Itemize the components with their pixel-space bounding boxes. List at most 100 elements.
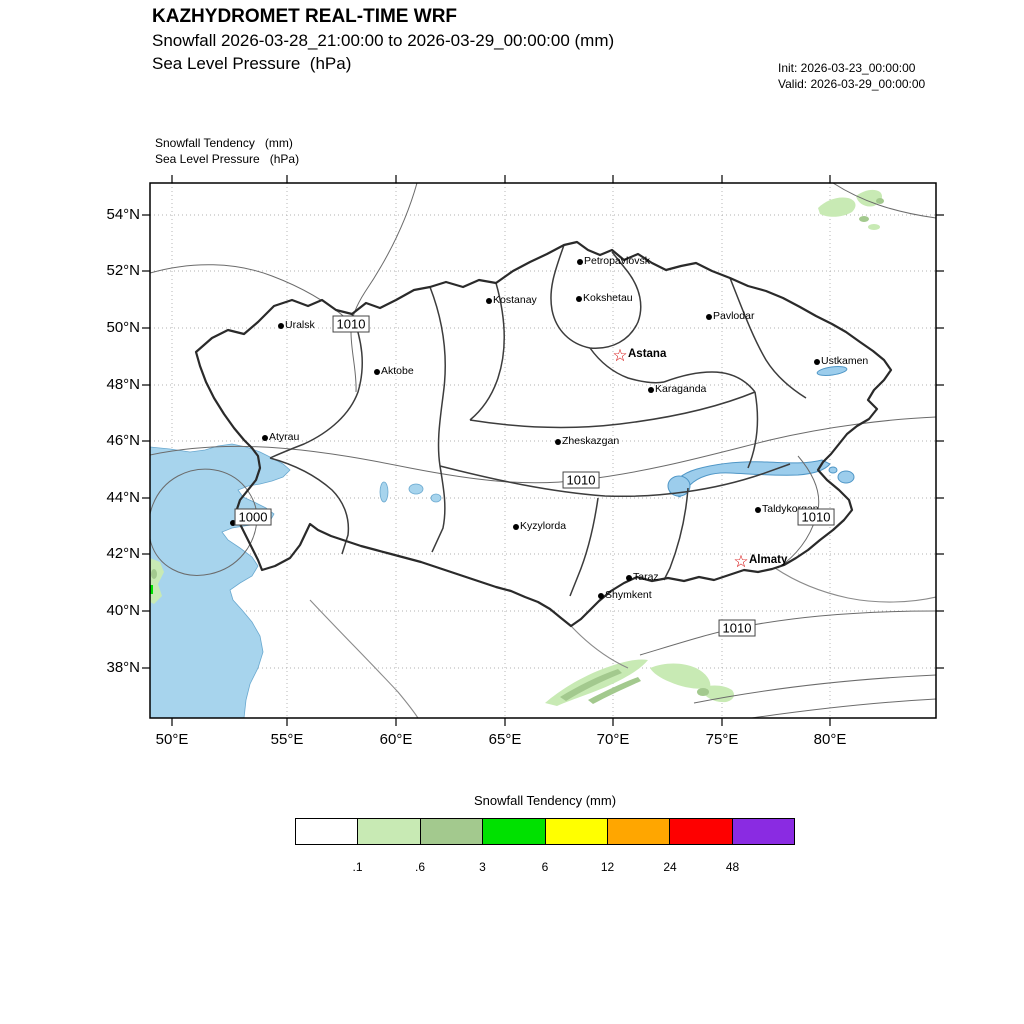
lat-tick-label: 46°N [106,432,140,449]
city-marker-dot [598,593,604,599]
oblast-borders [269,244,807,597]
city-marker-dot [230,520,236,526]
lat-tick-label: 42°N [106,545,140,562]
city-label: Zheskazgan [562,435,620,447]
snowfall-patches [150,189,884,706]
pressure-contour-label: 1000 [234,508,272,526]
capital-star-icon: ☆ [733,552,748,572]
city-marker-dot [374,369,380,375]
legend-colorbar [295,818,795,845]
aral-lake-1 [379,481,389,503]
lon-tick-label: 75°E [705,731,739,748]
city-label: Shymkent [605,589,652,601]
lat-tick-label: 50°N [106,319,140,336]
lon-tick-label: 60°E [379,731,413,748]
city-label: Kyzylorda [520,520,567,532]
lake-balkhash [669,459,831,498]
capital-city-label: Almaty [749,554,788,566]
snow-patch-northeast-2 [856,189,882,207]
snow-spot-west-bright [150,585,153,594]
lat-tick-label: 44°N [106,489,140,506]
lon-tick-label: 55°E [270,731,304,748]
legend-color-cell [420,819,484,844]
lake-alakol [837,470,855,484]
city-marker-dot [814,359,820,365]
lat-tick-label: 38°N [106,659,140,676]
city-marker-dot [262,435,268,441]
city-label: Uralsk [285,319,315,331]
pressure-contour-label: 1010 [562,471,600,489]
city-label: Ustkamen [821,355,869,367]
city-label: Petropavlovsk [584,255,650,267]
lat-tick-label: 40°N [106,602,140,619]
legend-color-cell [358,819,421,844]
axis-ticks [142,175,944,726]
legend-color-cell [483,819,546,844]
graticule [150,183,936,718]
lat-tick-label: 48°N [106,376,140,393]
legend-color-cell [670,819,733,844]
map-layer-label-pressure: Sea Level Pressure (hPa) [155,152,300,166]
init-timestamp: Init: 2026-03-23_00:00:00 [778,61,916,75]
city-label: Pavlodar [713,310,755,322]
city-markers: ☆☆ [230,259,820,599]
legend-threshold-label: 12 [600,860,615,874]
legend-threshold-label: 24 [663,860,677,874]
city-label: Kostanay [493,294,537,306]
legend-threshold-label: .6 [414,860,426,874]
legend-color-cell [607,819,671,844]
city-marker-dot [577,259,583,265]
snow-streak-south-1 [560,669,622,701]
snow-spot-west [151,569,157,579]
lake-sasykkol [828,466,838,474]
legend-threshold-label: 3 [479,860,486,874]
legend-threshold-label: .1 [352,860,363,874]
pressure-contour-label: 1010 [797,508,835,526]
pressure-contour-label: 1010 [332,315,370,333]
city-marker-dot [755,507,761,513]
city-marker-dot [626,575,632,581]
snow-spot-northeast-2 [876,198,884,204]
legend-title: Snowfall Tendency (mm) [473,793,617,808]
snow-streak-south-2 [588,677,641,704]
snow-spot-northeast-3 [868,224,880,230]
city-label: Karaganda [655,383,707,395]
legend-color-cell [296,819,359,844]
city-marker-dot [486,298,492,304]
city-marker-dot [278,323,284,329]
capital-star-icon: ☆ [612,346,627,366]
lat-tick-label: 54°N [106,206,140,223]
legend-threshold-label: 6 [541,860,549,874]
snow-spot-northeast-1 [859,216,869,222]
valid-timestamp: Valid: 2026-03-29_00:00:00 [778,77,926,91]
city-marker-dot [555,439,561,445]
city-marker-dot [706,314,712,320]
pressure-contour-label: 1010 [718,619,756,637]
city-label: Taraz [633,571,659,583]
capital-city-label: Astana [628,348,667,360]
city-label: Atyrau [269,431,300,443]
legend-color-cell [545,819,608,844]
city-marker-dot [648,387,654,393]
map-frame [149,182,937,719]
city-label: Aktobe [381,365,414,377]
pressure-subtitle: Sea Level Pressure (hPa) [152,54,352,73]
snow-patch-northeast-1 [818,197,856,217]
snowfall-subtitle: Snowfall 2026-03-28_21:00:00 to 2026-03-… [152,31,615,50]
legend-threshold-label: 48 [725,860,740,874]
lon-tick-label: 80°E [813,731,847,748]
page-title: KAZHYDROMET REAL-TIME WRF [152,6,458,27]
pressure-contours [150,183,936,718]
lon-tick-label: 70°E [596,731,630,748]
aral-lake-3 [430,493,442,503]
lake-zaysan [816,366,848,376]
snow-patch-south-3 [700,685,734,703]
city-marker-dot [513,524,519,530]
snow-patch-south-2 [650,663,711,689]
kazakhstan-border [194,240,893,628]
city-marker-dot [576,296,582,302]
lon-tick-label: 65°E [488,731,522,748]
lon-tick-label: 50°E [155,731,189,748]
